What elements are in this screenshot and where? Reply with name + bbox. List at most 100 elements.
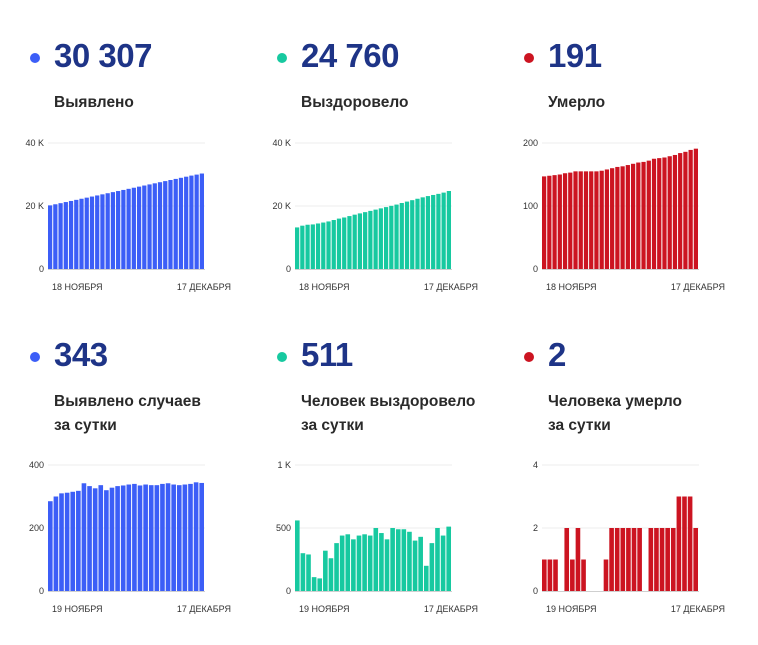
stat-tile: 511 Человек выздоровело за сутки 0 500 1 K 19 …: [274, 335, 514, 645]
bar: [423, 565, 429, 591]
bar: [87, 486, 92, 591]
bar: [84, 197, 89, 269]
bar: [614, 528, 620, 591]
bar: [199, 173, 204, 269]
x-start-label: 19 НОЯБРЯ: [299, 604, 350, 614]
bar: [552, 175, 557, 269]
stat-value: 24 760: [301, 37, 399, 74]
bar: [446, 191, 451, 269]
bar: [431, 194, 436, 269]
bar: [142, 185, 147, 269]
bar: [446, 526, 451, 591]
bar: [98, 485, 104, 591]
bar: [311, 577, 317, 591]
bar: [688, 149, 693, 269]
bar: [693, 148, 698, 269]
bar: [573, 171, 578, 269]
stat-label: Выявлено случаев за сутки: [54, 390, 201, 438]
bar: [568, 172, 573, 269]
bar: [163, 181, 168, 269]
stat-value: 343: [54, 336, 108, 373]
stat-label: Выздоровело: [301, 91, 408, 115]
bar: [407, 531, 412, 591]
x-end-label: 17 ДЕКАБРЯ: [177, 282, 231, 292]
bar: [121, 189, 126, 269]
bar: [440, 535, 446, 591]
bar: [310, 224, 315, 269]
bar: [578, 171, 583, 269]
bar: [331, 220, 336, 269]
bar: [89, 196, 95, 269]
x-end-label: 17 ДЕКАБРЯ: [671, 282, 725, 292]
bar: [53, 496, 59, 591]
x-end-label: 17 ДЕКАБРЯ: [424, 604, 478, 614]
bar: [394, 204, 399, 269]
bar: [160, 483, 165, 591]
y-tick-label: 0: [286, 264, 291, 274]
bar: [368, 210, 373, 269]
stat-value: 191: [548, 37, 602, 74]
bar: [110, 192, 116, 269]
bar: [154, 485, 160, 591]
bar: [357, 213, 363, 269]
bar: [81, 483, 87, 591]
bar: [625, 165, 630, 269]
bar: [589, 171, 594, 269]
bar: [542, 559, 547, 591]
bar: [575, 528, 581, 591]
bar: [672, 154, 678, 269]
bar: [620, 166, 625, 269]
x-start-label: 18 НОЯБРЯ: [299, 282, 350, 292]
y-tick-label: 0: [533, 586, 538, 596]
bar: [415, 198, 420, 269]
bar: [657, 158, 662, 269]
bar: [399, 203, 404, 269]
bar: [334, 543, 339, 591]
bar: [321, 222, 326, 269]
bar: [693, 528, 698, 591]
bar: [336, 218, 342, 269]
bar: [58, 203, 63, 269]
bar: [95, 195, 100, 269]
x-start-label: 19 НОЯБРЯ: [52, 604, 103, 614]
bar: [641, 161, 646, 269]
bar: [137, 485, 143, 591]
legend-dot: [524, 53, 534, 63]
y-tick-label: 40 K: [25, 138, 44, 148]
bar: [564, 528, 570, 591]
stat-tile: 2 Человека умерло за сутки 0 2 4 19 НОЯБРЯ 17 Д…: [521, 335, 758, 645]
bar: [620, 528, 626, 591]
bar: [676, 496, 682, 591]
bar: [547, 175, 552, 269]
bar: [339, 535, 345, 591]
bar: [328, 558, 334, 591]
bar: [367, 535, 373, 591]
bar: [295, 520, 300, 591]
bar-chart: 0 20 K 40 K 18 НОЯБРЯ 17 ДЕКАБРЯ: [25, 138, 231, 292]
bar-chart: 0 100 200 18 НОЯБРЯ 17 ДЕКАБРЯ: [523, 138, 725, 292]
bar: [583, 171, 589, 269]
bar: [136, 186, 142, 269]
bar: [429, 543, 435, 591]
bar: [157, 182, 163, 269]
bar: [610, 168, 615, 269]
bar: [562, 173, 568, 269]
stat-tile: 191 Умерло 0 100 200 18 НОЯБРЯ 17 ДЕКАБРЯ: [521, 36, 758, 346]
bar: [667, 156, 672, 269]
y-tick-label: 0: [39, 264, 44, 274]
legend-dot: [277, 53, 287, 63]
bar: [199, 482, 204, 591]
y-tick-label: 100: [523, 201, 538, 211]
x-start-label: 19 НОЯБРЯ: [546, 604, 597, 614]
bar: [412, 540, 418, 591]
stat-label-line: Выздоровело: [301, 94, 409, 111]
bar: [176, 485, 182, 591]
stat-label-line: Выявлено: [54, 94, 134, 111]
bar: [651, 158, 657, 269]
bar: [665, 528, 670, 591]
bar: [131, 187, 136, 269]
bar: [542, 176, 547, 269]
bar: [168, 180, 173, 269]
bar: [184, 176, 189, 269]
bar: [295, 227, 300, 269]
